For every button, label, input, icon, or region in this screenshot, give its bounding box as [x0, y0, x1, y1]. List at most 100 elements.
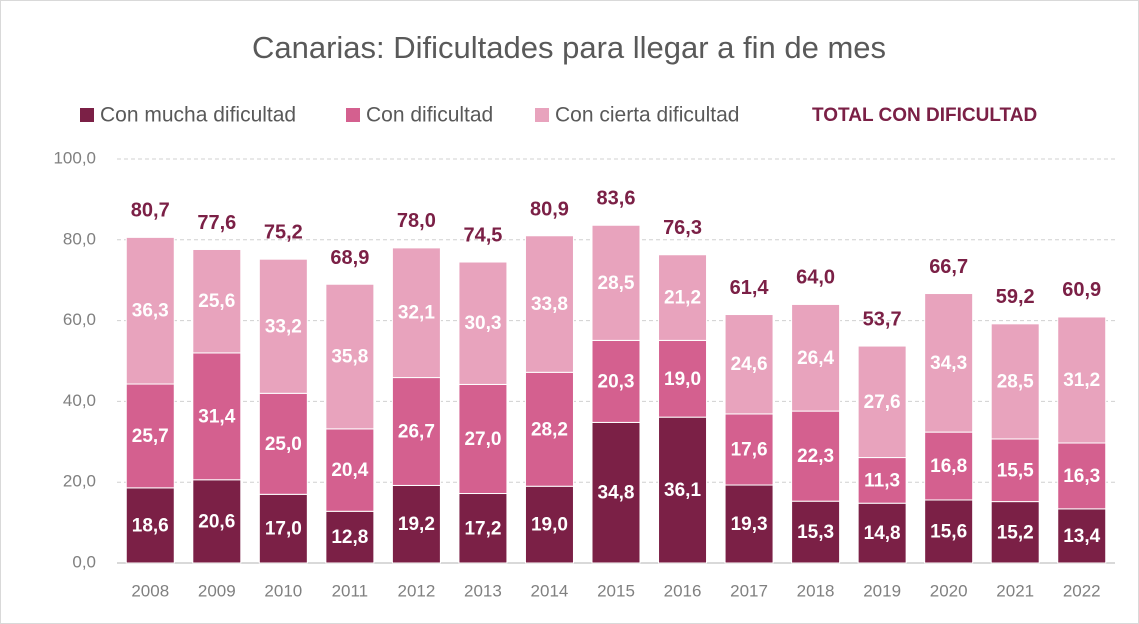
- data-label: 15,5: [997, 460, 1034, 481]
- x-tick-label: 2022: [1063, 581, 1101, 600]
- legend-label: Con dificultad: [366, 104, 493, 127]
- data-label: 33,8: [531, 294, 568, 315]
- bar-segment: [924, 499, 974, 564]
- data-label: 27,0: [464, 429, 501, 450]
- bar-segment: [325, 510, 375, 564]
- data-label: 25,0: [265, 434, 302, 455]
- total-label: 68,9: [330, 247, 369, 269]
- bar-segment: [192, 248, 242, 354]
- legend-label: Con mucha dificultad: [100, 104, 296, 127]
- total-label: 74,5: [463, 224, 502, 246]
- data-label: 26,4: [797, 348, 834, 369]
- data-label: 24,6: [731, 354, 768, 375]
- y-tick-label: 40,0: [63, 391, 96, 410]
- x-tick-label: 2017: [730, 581, 768, 600]
- legend-label: Con cierta dificultad: [555, 104, 739, 127]
- data-label: 21,2: [664, 288, 701, 309]
- bar-segment: [325, 428, 375, 512]
- data-label: 11,3: [864, 470, 900, 491]
- bar-segment: [258, 258, 308, 394]
- data-label: 28,5: [598, 273, 635, 294]
- data-label: 22,3: [797, 446, 834, 467]
- data-label: 34,3: [930, 353, 967, 374]
- y-tick-label: 100,0: [53, 148, 96, 167]
- total-label: 75,2: [264, 221, 303, 243]
- x-tick-label: 2012: [397, 581, 435, 600]
- data-label: 19,0: [531, 515, 568, 536]
- total-label: 80,7: [131, 199, 170, 221]
- data-label: 19,3: [731, 514, 768, 535]
- legend-swatch: [80, 108, 94, 122]
- bar-segment: [391, 484, 441, 564]
- data-label: 13,4: [1063, 526, 1100, 547]
- data-label: 17,2: [464, 518, 501, 539]
- data-label: 19,0: [664, 369, 701, 390]
- legend-swatch: [346, 108, 360, 122]
- bar-segment: [1057, 508, 1107, 564]
- data-label: 16,3: [1063, 466, 1100, 487]
- bar-segment: [192, 479, 242, 564]
- bar-segment: [990, 323, 1040, 440]
- bar-segment: [857, 502, 907, 564]
- total-label: 59,2: [996, 286, 1035, 308]
- data-label: 32,1: [398, 303, 435, 324]
- bar-segment: [658, 416, 708, 564]
- total-label: 66,7: [929, 256, 968, 278]
- y-tick-label: 0,0: [72, 552, 96, 571]
- data-label: 31,2: [1063, 370, 1100, 391]
- data-label: 36,3: [132, 301, 169, 322]
- bar-segment: [524, 235, 574, 373]
- total-label: 78,0: [397, 210, 436, 232]
- data-label: 17,0: [265, 519, 302, 540]
- bar-segment: [591, 224, 641, 341]
- total-label: 64,0: [796, 267, 835, 289]
- bar-segment: [658, 254, 708, 341]
- x-tick-label: 2020: [930, 581, 968, 600]
- bar-segment: [258, 392, 308, 495]
- bar-segment: [591, 421, 641, 564]
- chart-title: Canarias: Dificultades para llegar a fin…: [252, 30, 886, 65]
- bar-segment: [791, 303, 841, 412]
- bar-segment: [857, 345, 907, 459]
- total-label: 76,3: [663, 217, 702, 239]
- bar-segment: [458, 261, 508, 385]
- x-tick-label: 2013: [464, 581, 502, 600]
- total-label: 80,9: [530, 198, 569, 220]
- data-label: 15,6: [930, 522, 967, 543]
- bar-segment: [391, 377, 441, 486]
- y-tick-label: 80,0: [63, 229, 96, 248]
- bar-segment: [924, 293, 974, 433]
- x-tick-label: 2014: [531, 581, 569, 600]
- bar-segment: [524, 485, 574, 564]
- data-label: 20,6: [198, 511, 235, 532]
- data-label: 19,2: [398, 514, 435, 535]
- data-label: 25,7: [132, 426, 169, 447]
- bar-segment: [458, 383, 508, 495]
- bar-segment: [458, 493, 508, 564]
- total-label: 53,7: [863, 308, 902, 330]
- x-tick-label: 2011: [332, 581, 369, 600]
- bar-segment: [990, 501, 1040, 564]
- legend-swatch: [535, 108, 549, 122]
- total-label: 60,9: [1062, 279, 1101, 301]
- data-label: 16,8: [930, 456, 967, 477]
- y-tick-label: 20,0: [63, 472, 96, 491]
- bar-segment: [391, 247, 441, 379]
- data-label: 28,2: [531, 419, 568, 440]
- data-label: 27,6: [864, 392, 901, 413]
- data-label: 17,6: [731, 439, 768, 460]
- bar-segment: [524, 371, 574, 487]
- bar-segment: [192, 352, 242, 481]
- bar-segment: [125, 487, 175, 564]
- x-tick-label: 2018: [797, 581, 835, 600]
- bar-segment: [924, 431, 974, 501]
- data-label: 15,2: [997, 522, 1034, 543]
- bar-segment: [1057, 316, 1107, 444]
- x-tick-label: 2009: [198, 581, 236, 600]
- x-tick-label: 2010: [264, 581, 302, 600]
- x-tick-label: 2016: [664, 581, 702, 600]
- bar-segment: [325, 283, 375, 430]
- data-label: 20,4: [331, 460, 368, 481]
- data-label: 25,6: [198, 291, 235, 312]
